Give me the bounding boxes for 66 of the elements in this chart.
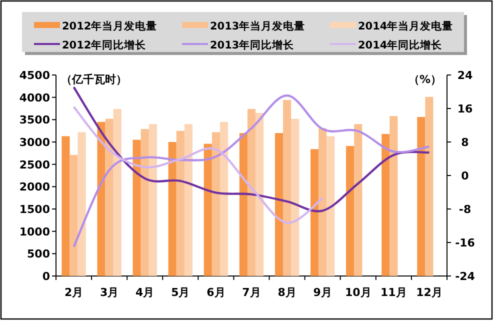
bar bbox=[326, 136, 335, 276]
bar bbox=[62, 136, 70, 276]
x-tick-label: 6月 bbox=[206, 286, 226, 299]
y-tick-label: 3000 bbox=[19, 136, 50, 149]
y-tick-label: 3500 bbox=[19, 114, 50, 127]
y2-tick-label: 0 bbox=[461, 170, 470, 182]
bar bbox=[78, 132, 86, 276]
x-tick-label: 12月 bbox=[416, 286, 442, 299]
bar bbox=[168, 142, 176, 276]
x-tick-label: 2月 bbox=[64, 286, 84, 299]
bar bbox=[148, 124, 157, 276]
bar bbox=[140, 129, 149, 276]
x-tick-label: 3月 bbox=[100, 286, 119, 299]
bar bbox=[239, 133, 248, 276]
bar bbox=[382, 134, 390, 276]
y-tick-label: 4500 bbox=[19, 69, 50, 82]
legend-label: 2014年同比增长 bbox=[358, 38, 444, 52]
y-tick-label: 500 bbox=[27, 248, 50, 261]
bar bbox=[97, 122, 106, 276]
bar bbox=[220, 122, 228, 276]
y-tick-label: 1500 bbox=[19, 203, 50, 216]
x-tick-label: 9月 bbox=[313, 286, 332, 299]
bar bbox=[291, 118, 300, 276]
bar bbox=[274, 133, 284, 276]
bar bbox=[113, 108, 122, 276]
bar bbox=[390, 116, 398, 276]
y2-tick-label: 24 bbox=[457, 69, 473, 82]
x-tick-label: 4月 bbox=[136, 286, 154, 299]
y2-tick-label: 8 bbox=[461, 136, 469, 149]
legend-label: 2012年同比增长 bbox=[62, 38, 148, 52]
x-tick-label: 10月 bbox=[344, 286, 372, 299]
legend-label: 2014年当月发电量 bbox=[358, 20, 454, 32]
bar bbox=[70, 154, 78, 276]
legend-label: 2013年当月发电量 bbox=[210, 20, 306, 32]
bar bbox=[256, 112, 264, 276]
bar bbox=[184, 124, 192, 276]
bar bbox=[247, 108, 256, 276]
y-tick-label: 4000 bbox=[19, 91, 50, 104]
y2-tick-label: -16 bbox=[455, 236, 476, 250]
bar bbox=[283, 100, 292, 276]
bar bbox=[425, 96, 434, 276]
y2-tick-label: -24 bbox=[455, 270, 476, 283]
y-tick-label: 2500 bbox=[19, 158, 50, 172]
x-tick-label: 5月 bbox=[171, 286, 190, 299]
bar bbox=[346, 146, 354, 276]
bar bbox=[310, 149, 319, 276]
bar bbox=[417, 116, 426, 276]
bar bbox=[204, 144, 212, 276]
bar bbox=[132, 140, 141, 276]
bar bbox=[318, 128, 327, 276]
y2-axis-title: （%） bbox=[408, 73, 442, 86]
bar bbox=[212, 132, 220, 276]
bar bbox=[176, 130, 184, 276]
y-tick-label: 0 bbox=[42, 270, 50, 283]
x-tick-label: 11月 bbox=[380, 286, 407, 299]
y-axis-title: （亿千瓦时） bbox=[61, 73, 127, 86]
legend-label: 2012年当月发电量 bbox=[62, 20, 158, 32]
y2-tick-label: -8 bbox=[458, 203, 472, 216]
y2-tick-label: 16 bbox=[457, 102, 473, 116]
y-tick-label: 2000 bbox=[19, 180, 50, 194]
x-tick-label: 8月 bbox=[278, 286, 296, 299]
y-tick-label: 1000 bbox=[19, 225, 50, 238]
x-tick-label: 7月 bbox=[242, 286, 261, 299]
bar bbox=[105, 118, 114, 276]
bar bbox=[354, 124, 362, 276]
legend-label: 2013年同比增长 bbox=[210, 38, 296, 52]
